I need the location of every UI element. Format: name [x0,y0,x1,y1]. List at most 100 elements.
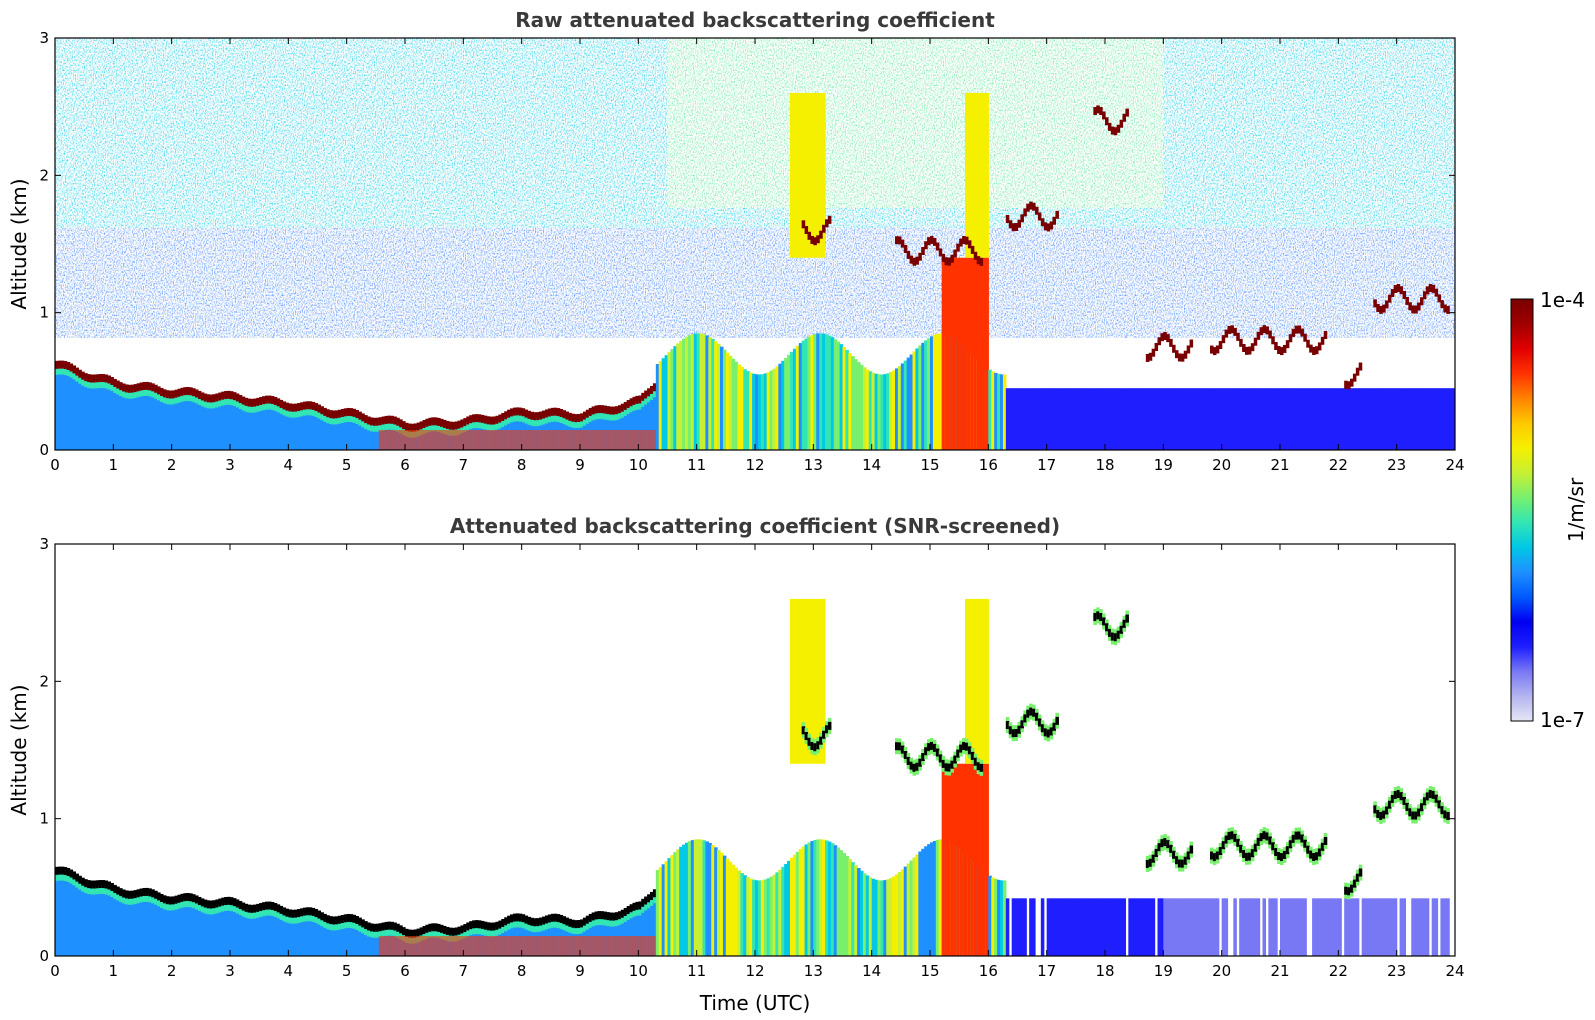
cloud-layer [1428,284,1433,293]
bl-edge [437,423,441,432]
bl-surface [466,936,470,956]
bl-edge [469,421,473,430]
bl-top [428,417,432,426]
bl-edge [615,412,619,421]
bl-surface [612,430,616,450]
bl-surface [559,430,564,450]
bl-top [139,382,144,391]
bl-edge [195,395,199,404]
bl-edge [626,912,631,921]
cloud-layer [906,756,911,765]
bl-aerosol [148,394,152,450]
aerosol-column [854,359,858,450]
bl-surface [486,936,491,956]
night-aerosol [1212,388,1217,450]
bl-aerosol [125,396,129,450]
aerosol-column [912,857,917,956]
cloud-layer [959,744,963,753]
precip-column [941,257,946,450]
cloud-layer [1387,294,1392,303]
bl-top [81,371,85,380]
aerosol-column [804,338,809,450]
bl-edge [282,913,287,922]
night-aerosol [1271,898,1275,956]
cloud-layer [906,250,911,259]
x-tick-label: 4 [284,962,294,980]
bl-aerosol [276,916,281,956]
bl-surface [577,430,581,450]
bl-edge [308,407,313,416]
bl-edge [370,929,374,938]
bl-top [66,362,71,371]
cloud-layer [825,219,829,228]
bl-aerosol [300,414,304,450]
bl-surface [410,936,415,956]
bl-top [75,873,79,882]
bl-aerosol [154,902,158,956]
cloud-layer [1306,845,1310,854]
bl-top [262,396,266,405]
cloud-layer [1224,329,1229,338]
precip-column [982,763,987,956]
cloud-layer [1239,338,1243,347]
bl-top [364,921,368,930]
panel-screened-xlabel: Time (UTC) [699,991,811,1015]
bl-aerosol [69,881,74,956]
night-aerosol [1414,388,1418,450]
cloud-layer [976,256,981,265]
cloud-layer [1303,839,1307,848]
bl-top [405,422,409,431]
bl-top [72,365,77,374]
bl-top [650,891,654,900]
night-aerosol [1402,388,1407,450]
cloud-layer [1005,721,1010,730]
bl-top [600,405,604,414]
cloud-layer [1125,108,1129,117]
night-aerosol [1131,898,1135,956]
bl-aerosol [215,911,219,956]
bl-edge [559,920,564,929]
bl-top [644,390,648,399]
aerosol-column [772,874,777,956]
bl-aerosol [337,927,342,956]
bl-aerosol [326,927,330,956]
bl-top [504,411,508,420]
bl-edge [346,919,351,928]
bl-top [562,410,567,419]
bl-edge [349,414,354,423]
bl-surface [553,936,558,956]
bl-top [594,405,599,414]
bl-top [162,895,167,904]
bl-aerosol [60,878,65,956]
aerosol-column [705,335,709,450]
night-aerosol [1411,898,1415,956]
aerosol-column [784,863,788,956]
bl-edge [110,383,114,392]
night-aerosol [1070,388,1074,450]
cloud-layer [1189,845,1194,854]
bl-edge [224,397,228,406]
bl-edge [200,904,205,913]
bl-surface [390,430,394,450]
bl-surface [381,430,386,450]
bl-surface [425,936,429,956]
bl-edge [463,424,467,433]
cloud-layer [1323,836,1328,845]
bl-surface [591,936,596,956]
bl-top [203,393,208,402]
cloud-layer [1379,811,1383,820]
aerosol-column [722,855,727,956]
bl-edge [547,920,552,929]
aerosol-column [883,880,887,956]
precip-column [979,763,984,956]
cloud-layer [1230,325,1234,334]
cloud-layer [1408,808,1412,817]
bl-aerosol [314,921,319,956]
aerosol-column [787,860,791,956]
bl-top [638,395,642,404]
bl-edge [536,418,540,427]
bl-top [122,383,126,392]
virga-column [973,598,978,764]
bl-surface [425,430,429,450]
bl-surface [434,430,438,450]
